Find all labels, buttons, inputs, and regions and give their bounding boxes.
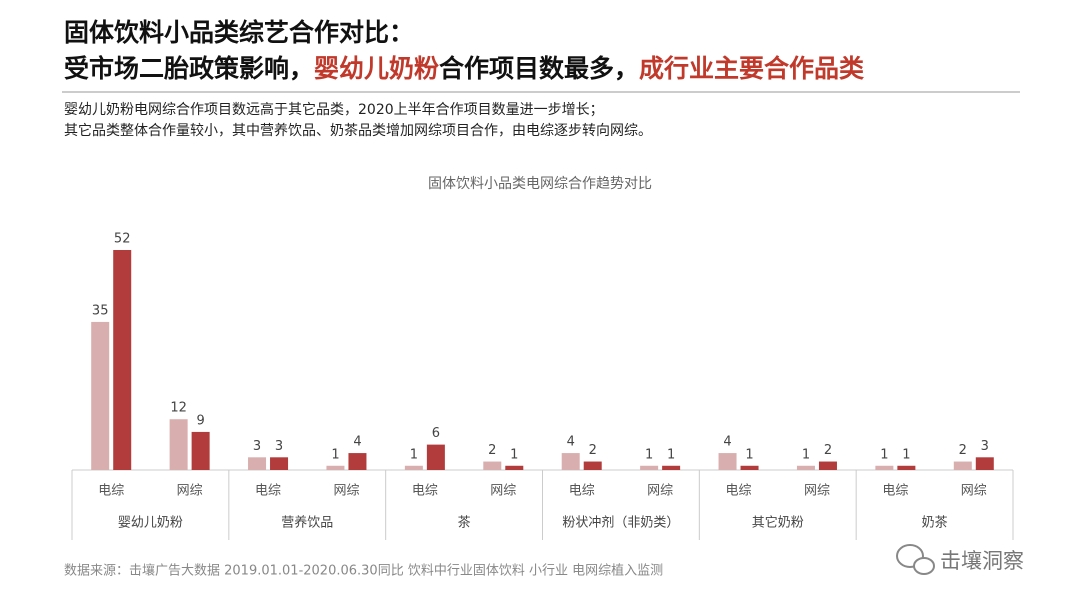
x-tick-label: 网综 bbox=[804, 484, 830, 499]
data-label: 4 bbox=[353, 435, 361, 450]
data-label: 1 bbox=[667, 447, 675, 462]
bar bbox=[113, 250, 132, 470]
chart-title: 固体饮料小品类电网综合作趋势对比 bbox=[428, 176, 652, 192]
group-label: 奶茶 bbox=[922, 515, 948, 531]
bar bbox=[505, 465, 524, 470]
brand-logo: 击壤洞察 bbox=[896, 544, 1024, 575]
data-label: 6 bbox=[432, 426, 440, 441]
bar bbox=[953, 461, 972, 470]
bar bbox=[248, 457, 267, 470]
bar bbox=[169, 419, 188, 470]
data-label: 1 bbox=[902, 447, 910, 462]
x-tick-label: 电综 bbox=[726, 484, 752, 499]
title-highlight: 成行业主要合作品类 bbox=[639, 54, 865, 83]
bar bbox=[818, 461, 837, 470]
data-label: 2 bbox=[959, 443, 967, 458]
bar bbox=[662, 465, 681, 470]
x-tick-label: 电综 bbox=[412, 484, 438, 499]
data-label: 1 bbox=[410, 447, 418, 462]
data-label: 1 bbox=[880, 447, 888, 462]
data-label: 35 bbox=[92, 303, 109, 318]
bar bbox=[326, 465, 345, 470]
group-label: 营养饮品 bbox=[281, 515, 333, 531]
data-label: 4 bbox=[567, 435, 575, 450]
data-label: 9 bbox=[196, 413, 204, 428]
footnote: 数据来源：击壤广告大数据 2019.01.01-2020.06.30同比 饮料中… bbox=[64, 563, 663, 579]
bar bbox=[191, 431, 210, 470]
bar bbox=[404, 465, 423, 470]
bar bbox=[483, 461, 502, 470]
title-part: 受市场二胎政策影响， bbox=[64, 54, 314, 83]
bar bbox=[740, 465, 759, 470]
x-tick-label: 网综 bbox=[177, 484, 203, 499]
bar bbox=[426, 444, 445, 470]
bar bbox=[348, 453, 367, 470]
data-label: 3 bbox=[981, 439, 989, 454]
x-tick-label: 电综 bbox=[882, 484, 908, 499]
bar bbox=[875, 465, 894, 470]
title-line: 受市场二胎政策影响，婴幼儿奶粉合作项目数最多，成行业主要合作品类 bbox=[64, 54, 865, 83]
bar bbox=[640, 465, 659, 470]
bar bbox=[270, 457, 289, 470]
data-label: 52 bbox=[114, 232, 131, 247]
bar bbox=[91, 321, 110, 470]
bar bbox=[975, 457, 994, 470]
x-tick-label: 电综 bbox=[98, 484, 124, 499]
subtitle: 婴幼儿奶粉电网综合作项目数远高于其它品类，2020上半年合作项目数量进一步增长； bbox=[64, 101, 604, 118]
data-label: 1 bbox=[331, 447, 339, 462]
group-label: 婴幼儿奶粉 bbox=[118, 516, 183, 531]
data-label: 1 bbox=[802, 447, 810, 462]
title-highlight: 婴幼儿奶粉 bbox=[314, 54, 439, 83]
group-label: 其它奶粉 bbox=[752, 515, 804, 531]
data-label: 3 bbox=[275, 439, 283, 454]
data-label: 1 bbox=[745, 447, 753, 462]
x-tick-label: 网综 bbox=[961, 484, 987, 499]
data-label: 4 bbox=[723, 435, 731, 450]
x-tick-label: 电综 bbox=[569, 484, 595, 499]
bar bbox=[718, 453, 737, 470]
data-label: 12 bbox=[170, 401, 187, 416]
x-tick-label: 网综 bbox=[647, 484, 673, 499]
bar bbox=[583, 461, 602, 470]
bar bbox=[897, 465, 916, 470]
data-label: 2 bbox=[824, 443, 832, 458]
subtitle: 其它品类整体合作量较小，其中营养饮品、奶茶品类增加网综项目合作，由电综逐步转向网… bbox=[64, 122, 652, 139]
bar bbox=[796, 465, 815, 470]
logo-icon bbox=[896, 544, 924, 568]
title-part: 合作项目数最多， bbox=[439, 54, 639, 83]
group-label: 粉状冲剂（非奶类） bbox=[562, 516, 679, 531]
data-label: 2 bbox=[589, 443, 597, 458]
x-tick-label: 网综 bbox=[490, 484, 516, 499]
logo-icon bbox=[913, 557, 935, 575]
title-line: 固体饮料小品类综艺合作对比： bbox=[64, 18, 414, 47]
data-label: 1 bbox=[645, 447, 653, 462]
data-label: 2 bbox=[488, 443, 496, 458]
x-tick-label: 电综 bbox=[255, 484, 281, 499]
data-label: 1 bbox=[510, 447, 518, 462]
group-label: 茶 bbox=[458, 515, 471, 531]
x-tick-label: 网综 bbox=[333, 484, 359, 499]
brand-name: 击壤洞察 bbox=[940, 549, 1024, 573]
bar bbox=[561, 453, 580, 470]
data-label: 3 bbox=[253, 439, 261, 454]
